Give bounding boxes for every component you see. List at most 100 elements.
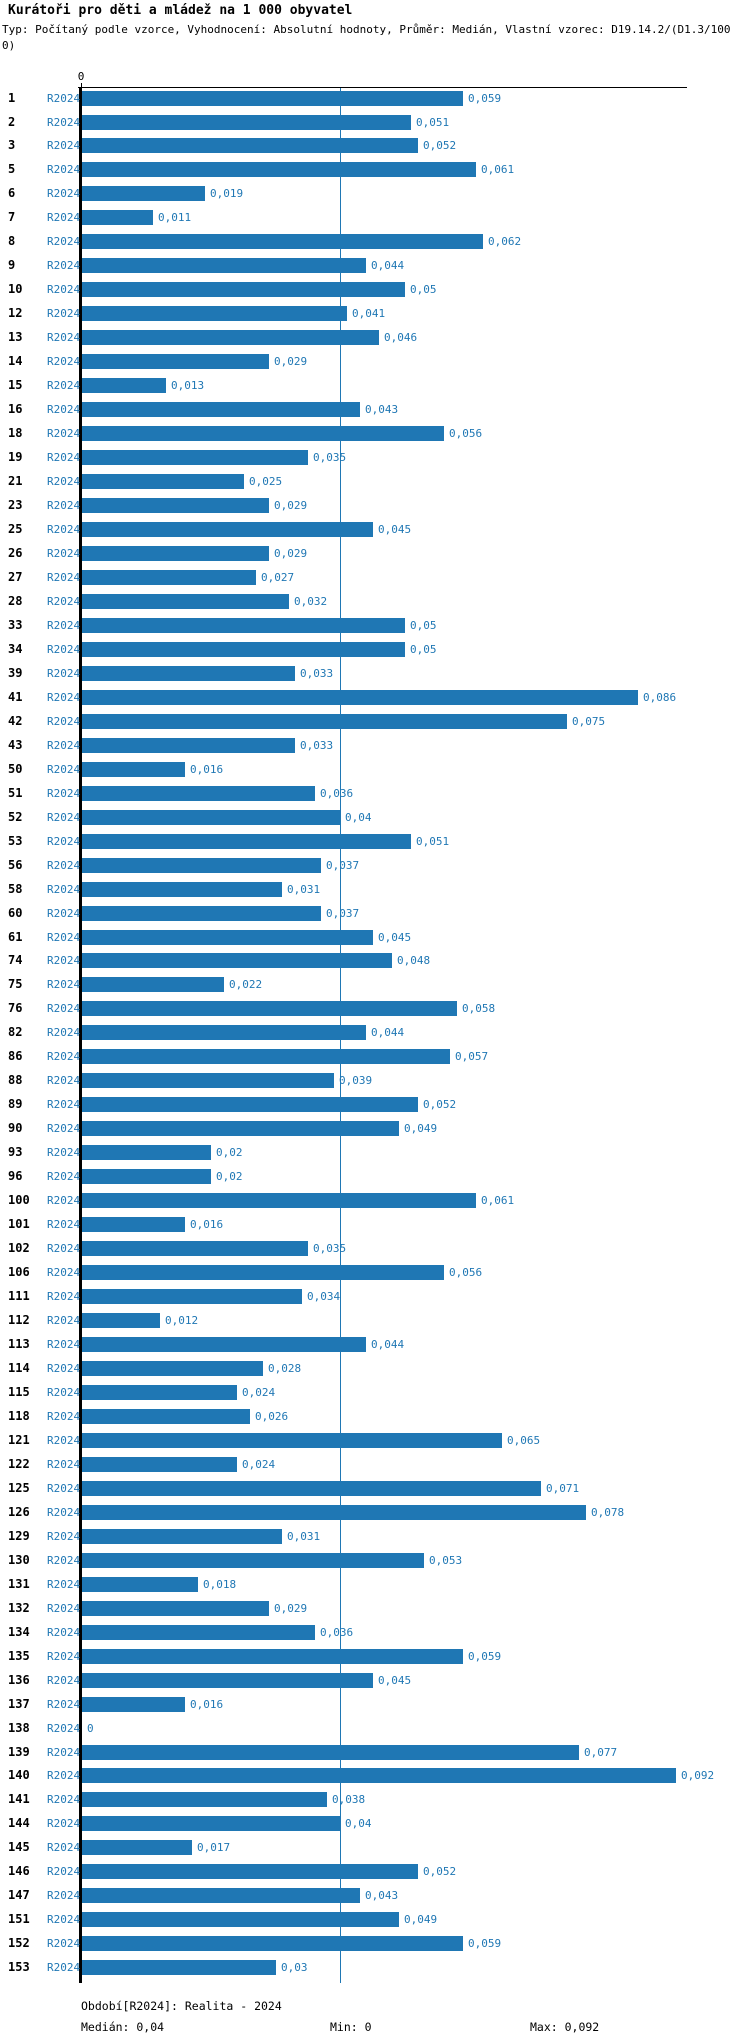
row-bar <box>82 1408 250 1424</box>
row-value-label: 0,057 <box>455 1050 489 1064</box>
row-bar <box>82 1648 463 1664</box>
chart-row: 34 R2024 0,05 <box>0 641 750 657</box>
row-series-label: R2024 <box>47 882 81 896</box>
chart-row: 53 R2024 0,051 <box>0 833 750 849</box>
chart-row: 151 R2024 0,049 <box>0 1912 750 1928</box>
row-series-label: R2024 <box>47 403 81 417</box>
chart-row: 89 R2024 0,052 <box>0 1097 750 1113</box>
row-value-label: 0,043 <box>365 1889 399 1903</box>
chart-row: 93 R2024 0,02 <box>0 1145 750 1161</box>
chart-row: 145 R2024 0,017 <box>0 1840 750 1856</box>
row-value-label: 0,053 <box>429 1553 463 1567</box>
chart-row: 138 R2024 0 <box>0 1721 750 1736</box>
row-series-label: R2024 <box>47 379 81 393</box>
row-value-label: 0,034 <box>307 1290 341 1303</box>
row-category-label: 33 <box>8 617 23 632</box>
row-category-label: 51 <box>8 785 23 800</box>
row-series-label: R2024 <box>47 1433 81 1447</box>
row-series-label: R2024 <box>47 1577 81 1591</box>
chart-row: 139 R2024 0,077 <box>0 1744 750 1760</box>
row-category-label: 16 <box>8 402 23 417</box>
x-axis-tick-label-zero: 0 <box>77 70 85 83</box>
chart-row: 86 R2024 0,057 <box>0 1049 750 1065</box>
row-series-label: R2024 <box>47 1409 81 1423</box>
chart-row: 74 R2024 0,048 <box>0 953 750 969</box>
chart-row: 39 R2024 0,033 <box>0 665 750 681</box>
row-bar <box>82 402 360 418</box>
chart-row: 101 R2024 0,016 <box>0 1217 750 1233</box>
row-bar <box>82 1504 586 1520</box>
row-value-label: 0,02 <box>216 1170 243 1184</box>
row-category-label: 125 <box>8 1480 30 1495</box>
row-series-label: R2024 <box>47 1769 81 1783</box>
row-category-label: 19 <box>8 450 23 465</box>
row-category-label: 138 <box>8 1720 30 1735</box>
row-series-label: R2024 <box>47 1673 81 1687</box>
chart-row: 13 R2024 0,046 <box>0 330 750 346</box>
row-bar <box>82 569 256 585</box>
chart-row: 33 R2024 0,05 <box>0 617 750 633</box>
row-value-label: 0,077 <box>584 1745 618 1759</box>
row-series-label: R2024 <box>47 1481 81 1495</box>
chart-row: 14 R2024 0,029 <box>0 354 750 370</box>
row-value-label: 0,046 <box>384 331 418 345</box>
row-series-label: R2024 <box>47 618 81 632</box>
row-series-label: R2024 <box>47 858 81 872</box>
row-category-label: 145 <box>8 1840 30 1855</box>
row-value-label: 0,04 <box>345 810 372 824</box>
chart-row: 135 R2024 0,059 <box>0 1648 750 1664</box>
row-series-label: R2024 <box>47 642 81 656</box>
row-bar <box>82 138 418 154</box>
row-bar <box>82 306 347 322</box>
row-series-label: R2024 <box>47 594 81 608</box>
chart-row: 16 R2024 0,043 <box>0 402 750 418</box>
row-value-label: 0,029 <box>274 546 308 560</box>
row-bar <box>82 1576 198 1592</box>
row-value-label: 0,016 <box>190 1697 224 1711</box>
row-series-label: R2024 <box>47 1314 81 1327</box>
row-bar <box>82 1744 579 1760</box>
row-bar <box>82 1528 282 1544</box>
row-value-label: 0,061 <box>481 163 515 177</box>
row-value-label: 0,062 <box>488 235 522 249</box>
row-bar <box>82 378 166 394</box>
row-series-label: R2024 <box>47 1338 81 1351</box>
chart-row: 10 R2024 0,05 <box>0 282 750 298</box>
chart-row: 51 R2024 0,036 <box>0 785 750 801</box>
chart-row: 60 R2024 0,037 <box>0 905 750 921</box>
row-series-label: R2024 <box>47 1122 81 1136</box>
row-category-label: 88 <box>8 1073 23 1088</box>
row-category-label: 18 <box>8 426 23 441</box>
row-value-label: 0,058 <box>462 1002 496 1016</box>
row-value-label: 0,045 <box>378 523 412 536</box>
row-bar <box>82 1600 269 1616</box>
chart-row: 153 R2024 0,03 <box>0 1960 750 1976</box>
chart-row: 111 R2024 0,034 <box>0 1289 750 1304</box>
chart-row: 25 R2024 0,045 <box>0 522 750 537</box>
row-category-label: 75 <box>8 977 23 992</box>
row-category-label: 1 <box>8 90 16 105</box>
y-axis-line <box>79 87 82 1983</box>
row-category-label: 28 <box>8 593 23 608</box>
row-category-label: 106 <box>8 1265 30 1280</box>
row-value-label: 0,05 <box>410 618 437 632</box>
row-series-label: R2024 <box>47 1385 81 1399</box>
row-bar <box>82 1265 444 1281</box>
chart-row: 121 R2024 0,065 <box>0 1432 750 1448</box>
chart-row: 136 R2024 0,045 <box>0 1672 750 1688</box>
row-value-label: 0,019 <box>210 187 244 201</box>
chart-row: 12 R2024 0,041 <box>0 306 750 322</box>
row-bar <box>82 1888 360 1904</box>
row-series-label: R2024 <box>47 1026 81 1040</box>
row-bar <box>82 1696 185 1712</box>
row-value-label: 0,044 <box>371 1338 405 1351</box>
row-category-label: 15 <box>8 378 23 393</box>
row-category-label: 122 <box>8 1456 30 1471</box>
row-series-label: R2024 <box>47 1889 81 1903</box>
row-category-label: 130 <box>8 1552 30 1567</box>
row-bar <box>82 1816 340 1832</box>
row-series-label: R2024 <box>47 211 81 225</box>
chart-row: 18 R2024 0,056 <box>0 426 750 442</box>
chart-row: 5 R2024 0,061 <box>0 162 750 178</box>
chart-row: 141 R2024 0,038 <box>0 1792 750 1808</box>
